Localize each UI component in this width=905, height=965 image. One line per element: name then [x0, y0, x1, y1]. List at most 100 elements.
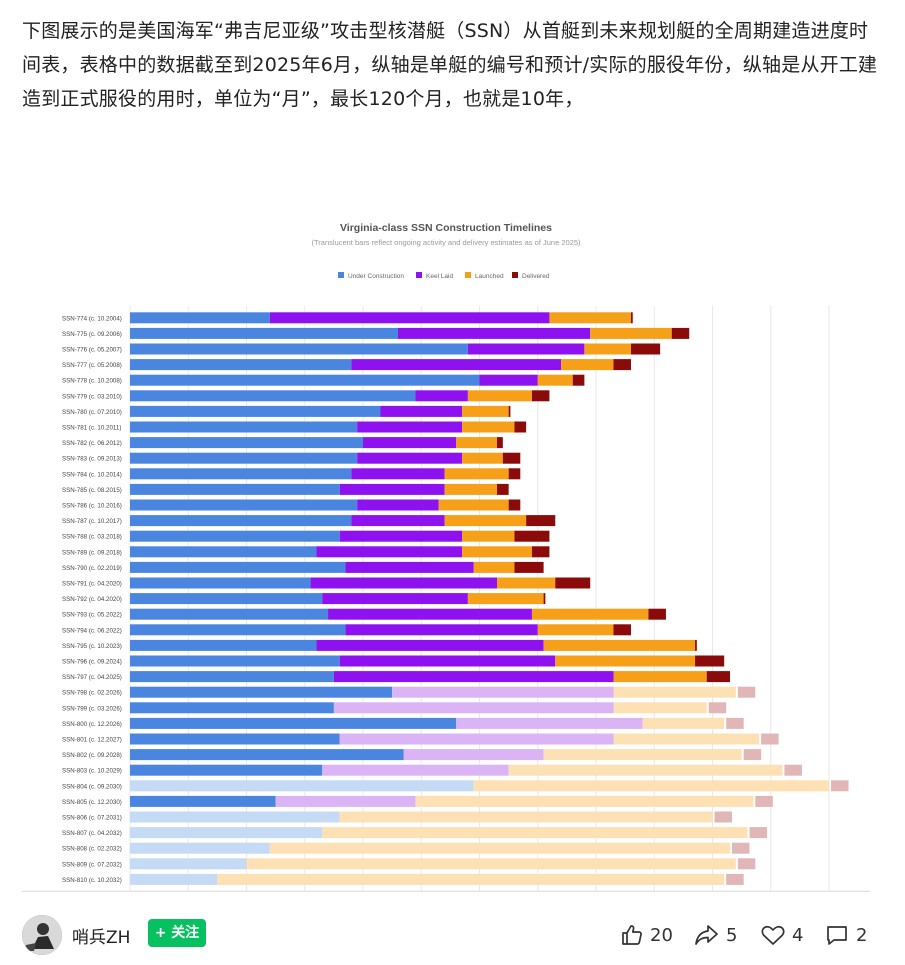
bar-launched	[613, 686, 736, 698]
boat-label: SSN-797 (c. 04.2025)	[62, 674, 122, 681]
bar-under	[130, 873, 218, 885]
bar-under	[130, 483, 340, 495]
bar-under	[130, 452, 358, 464]
chart-image[interactable]: Virginia-class SSN Construction Timeline…	[22, 212, 870, 896]
legend-label-launched: Launched	[475, 273, 504, 280]
bar-delivered	[671, 327, 690, 339]
bar-under	[130, 390, 416, 402]
bar-keel	[357, 452, 463, 464]
boat-label: SSN-786 (c. 10.2016)	[62, 503, 122, 510]
avatar[interactable]	[22, 915, 62, 955]
bar-delivered	[531, 390, 550, 402]
bar-keel	[322, 593, 468, 605]
boat-label: SSN-790 (c. 02.2019)	[62, 565, 122, 572]
bar-launched	[642, 717, 725, 729]
bar-launched	[438, 499, 509, 511]
boat-label: SSN-787 (c. 10.2017)	[62, 518, 122, 525]
boat-label: SSN-777 (c. 05.2008)	[62, 362, 122, 369]
bar-keel	[351, 359, 562, 371]
post-text: 下图展示的是美国海军“弗吉尼亚级”攻击型核潜艇（SSN）从首艇到未来规划艇的全周…	[22, 20, 878, 110]
bar-delivered	[737, 858, 756, 870]
bar-launched	[508, 764, 783, 776]
bar-delivered	[695, 655, 725, 667]
bar-delivered	[743, 749, 762, 761]
chart-title: Virginia-class SSN Construction Timeline…	[340, 222, 552, 234]
bar-delivered	[526, 515, 556, 527]
bar-under	[130, 811, 340, 823]
bar-under	[130, 733, 340, 745]
follow-button[interactable]: + 关注	[148, 919, 206, 947]
bar-delivered	[831, 780, 849, 792]
boat-label: SSN-799 (c. 03.2026)	[62, 705, 122, 712]
bar-delivered	[613, 359, 631, 371]
bar-delivered	[695, 639, 697, 651]
bar-launched	[415, 795, 754, 807]
bar-delivered	[497, 437, 503, 449]
bar-launched	[561, 359, 614, 371]
bar-delivered	[749, 827, 767, 839]
boat-label: SSN-784 (c. 10.2014)	[62, 471, 122, 478]
bar-launched	[246, 858, 736, 870]
legend-swatch-under	[338, 272, 344, 278]
bar-under	[130, 842, 270, 854]
bar-launched	[537, 624, 614, 636]
bar-delivered	[531, 546, 550, 558]
bar-delivered	[613, 624, 631, 636]
bar-keel	[310, 577, 497, 589]
like-count: 20	[650, 924, 673, 946]
bar-under	[130, 624, 346, 636]
bar-keel	[351, 515, 445, 527]
boat-label: SSN-805 (c. 12.2030)	[62, 799, 122, 806]
bar-under	[130, 359, 352, 371]
bar-delivered	[508, 499, 521, 511]
boat-label: SSN-775 (c. 09.2006)	[62, 331, 122, 338]
bar-under	[130, 593, 323, 605]
boat-label: SSN-780 (c. 07.2010)	[62, 409, 122, 416]
bar-under	[130, 655, 340, 667]
boat-label: SSN-774 (c. 10.2004)	[62, 315, 122, 322]
like-button[interactable]: 20	[620, 921, 673, 949]
bar-delivered	[732, 842, 750, 854]
share-button[interactable]: 5	[694, 921, 737, 949]
boat-label: SSN-801 (c. 12.2027)	[62, 737, 122, 744]
chart-subtitle: (Translucent bars reflect ongoing activi…	[311, 238, 581, 247]
boat-label: SSN-803 (c. 10.2029)	[62, 768, 122, 775]
comment-count: 2	[856, 924, 868, 946]
bar-keel	[363, 437, 457, 449]
bar-delivered	[514, 421, 527, 433]
comment-button[interactable]: 2	[824, 921, 867, 949]
boat-label: SSN-788 (c. 03.2018)	[62, 534, 122, 541]
boat-label: SSN-798 (c. 02.2026)	[62, 690, 122, 697]
bar-launched	[549, 312, 631, 324]
bar-launched	[462, 405, 509, 417]
bar-under	[130, 827, 323, 839]
heart-icon	[761, 925, 785, 945]
boat-label: SSN-785 (c. 08.2015)	[62, 487, 122, 494]
bar-under	[130, 764, 323, 776]
boat-label: SSN-776 (c. 05.2007)	[62, 347, 122, 354]
thumbs-up-icon	[622, 925, 642, 945]
bar-launched	[467, 390, 532, 402]
bar-launched	[537, 374, 573, 386]
bar-delivered	[714, 811, 733, 823]
favorite-button[interactable]: 4	[760, 921, 803, 949]
bar-delivered	[737, 686, 756, 698]
boat-label: SSN-804 (c. 09.2030)	[62, 783, 122, 790]
boat-label: SSN-781 (c. 10.2011)	[62, 425, 121, 432]
bar-under	[130, 717, 457, 729]
boat-label: SSN-808 (c. 02.2032)	[62, 846, 122, 853]
bar-keel	[345, 624, 538, 636]
favorite-count: 4	[792, 924, 804, 946]
bar-delivered	[630, 343, 661, 355]
boat-label: SSN-802 (c. 09.2028)	[62, 752, 122, 759]
bar-launched	[456, 437, 497, 449]
username[interactable]: 哨兵ZH	[72, 928, 131, 948]
bar-launched	[543, 639, 696, 651]
boat-label: SSN-806 (c. 07.2031)	[62, 815, 122, 822]
bar-keel	[328, 608, 532, 620]
bar-delivered	[555, 577, 591, 589]
bar-series	[130, 312, 849, 885]
bar-under	[130, 561, 346, 573]
bar-delivered	[572, 374, 585, 386]
bar-under	[130, 686, 393, 698]
